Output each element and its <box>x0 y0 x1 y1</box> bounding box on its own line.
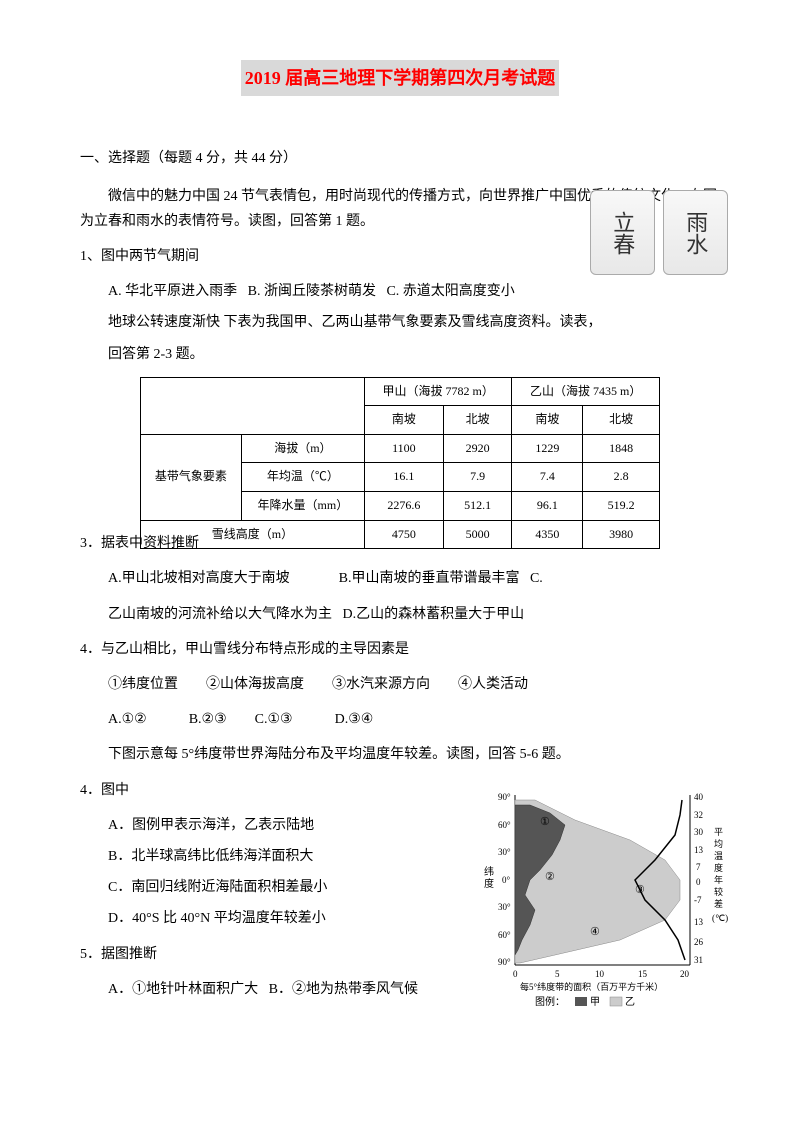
svg-text:甲: 甲 <box>590 997 600 1008</box>
q4b-opt-c: C．南回归线附近海陆面积相差最小 <box>108 875 460 900</box>
emoji-yushui: 雨水 <box>663 190 728 275</box>
svg-text:平: 平 <box>714 827 723 837</box>
q3-opt-c: C. <box>530 571 543 586</box>
svg-text:5: 5 <box>555 969 560 979</box>
q1-tail: 回答第 2-3 题。 <box>108 342 720 367</box>
q1-opt-d-line: 地球公转速度渐快 下表为我国甲、乙两山基带气象要素及雪线高度资料。读表， <box>108 310 720 335</box>
svg-text:温: 温 <box>714 851 723 861</box>
q1-opt-a: A. 华北平原进入雨季 <box>108 284 237 299</box>
q3-opt-c2: 乙山南坡的河流补给以大气降水为主 <box>108 607 332 622</box>
solar-term-emoji-box: 立春 雨水 <box>590 190 730 280</box>
th-yi: 乙山（海拔 7435 m） <box>512 377 660 406</box>
exam-title: 2019 届高三地理下学期第四次月考试题 <box>241 60 560 96</box>
q4a-factors: ①纬度位置 ②山体海拔高度 ③水汽来源方向 ④人类活动 <box>80 672 720 697</box>
table-header-row-1: 甲山（海拔 7782 m） 乙山（海拔 7435 m） <box>141 377 660 406</box>
q4a-opts: A.①② B.②③ C.①③ D.③④ <box>80 707 720 732</box>
svg-text:②: ② <box>545 871 555 883</box>
svg-text:90°: 90° <box>498 957 511 967</box>
intro-2: 下图示意每 5°纬度带世界海陆分布及平均温度年较差。读图，回答 5-6 题。 <box>80 742 720 767</box>
svg-text:③: ③ <box>635 884 645 896</box>
svg-text:32: 32 <box>694 810 703 820</box>
q4b-opt-d: D．40°S 比 40°N 平均温度年较差小 <box>108 906 460 931</box>
q4a-stem: 4．与乙山相比，甲山雪线分布特点形成的主导因素是 <box>80 637 720 662</box>
svg-text:30°: 30° <box>498 902 511 912</box>
svg-text:年: 年 <box>714 874 723 885</box>
q3-options: A.甲山北坡相对高度大于南坡 B.甲山南坡的垂直带谱最丰富 C. 乙山南坡的河流… <box>80 566 720 626</box>
svg-text:每5°纬度带的面积（百万平方千米）: 每5°纬度带的面积（百万平方千米） <box>520 981 663 992</box>
q4b-opt-b: B．北半球高纬比低纬海洋面积大 <box>108 844 460 869</box>
svg-text:20: 20 <box>680 969 690 979</box>
svg-text:度: 度 <box>484 877 494 890</box>
svg-text:30°: 30° <box>498 847 511 857</box>
q4b-opt-a: A．图例甲表示海洋，乙表示陆地 <box>108 813 460 838</box>
svg-text:较: 较 <box>714 886 723 897</box>
svg-text:10: 10 <box>595 969 605 979</box>
q3-opt-a: A.甲山北坡相对高度大于南坡 <box>108 571 290 586</box>
svg-text:30: 30 <box>694 827 704 837</box>
table-row: 基带气象要素 海拔（m） 1100 2920 1229 1848 <box>141 434 660 463</box>
latitude-chart: ① ② ③ ④ 90° 60° 30° 0° 30° 60° 90° 纬 度 4… <box>480 785 730 1015</box>
svg-text:0°: 0° <box>502 875 511 885</box>
q4b-block: 4．图中 A．图例甲表示海洋，乙表示陆地 B．北半球高纬比低纬海洋面积大 C．南… <box>80 778 460 932</box>
q1-opt-b: B. 浙闽丘陵茶树萌发 <box>248 284 376 299</box>
q3-stem: 3．据表中资料推断 <box>80 531 720 556</box>
svg-text:60°: 60° <box>498 930 511 940</box>
svg-text:40: 40 <box>694 792 704 802</box>
svg-text:(℃): (℃) <box>712 913 728 923</box>
q3-opt-b: B.甲山南坡的垂直带谱最丰富 <box>339 571 520 586</box>
svg-text:乙: 乙 <box>625 996 635 1008</box>
svg-text:7: 7 <box>696 862 701 872</box>
q5-opt-b: B．②地为热带季风气候 <box>269 982 418 997</box>
svg-text:差: 差 <box>714 898 723 909</box>
svg-text:-7: -7 <box>694 895 702 905</box>
svg-text:④: ④ <box>590 926 600 938</box>
title-wrap: 2019 届高三地理下学期第四次月考试题 <box>80 60 720 126</box>
emoji-lichun: 立春 <box>590 190 655 275</box>
svg-text:31: 31 <box>694 955 703 965</box>
th-jia: 甲山（海拔 7782 m） <box>364 377 512 406</box>
svg-text:度: 度 <box>714 862 723 873</box>
row-group-label: 基带气象要素 <box>141 434 242 520</box>
svg-text:26: 26 <box>694 937 704 947</box>
section-header: 一、选择题（每题 4 分，共 44 分） <box>80 146 720 171</box>
svg-text:0: 0 <box>696 877 701 887</box>
svg-text:13: 13 <box>694 917 704 927</box>
svg-text:60°: 60° <box>498 820 511 830</box>
svg-text:①: ① <box>540 816 550 828</box>
svg-text:纬: 纬 <box>484 865 494 878</box>
q4b-stem: 4．图中 <box>80 778 460 803</box>
svg-text:图例：: 图例： <box>535 995 565 1008</box>
svg-text:0: 0 <box>513 969 518 979</box>
svg-text:15: 15 <box>638 969 648 979</box>
q1-opt-c: C. 赤道太阳高度变小 <box>386 284 514 299</box>
svg-text:13: 13 <box>694 845 704 855</box>
mountain-data-table: 甲山（海拔 7782 m） 乙山（海拔 7435 m） 南坡 北坡 南坡 北坡 … <box>140 377 660 550</box>
q3-opt-d: D.乙山的森林蓄积量大于甲山 <box>343 607 525 622</box>
svg-text:均: 均 <box>714 838 723 849</box>
q1-options: A. 华北平原进入雨季 B. 浙闽丘陵茶树萌发 C. 赤道太阳高度变小 地球公转… <box>80 279 720 367</box>
q5-opt-a: A．①地针叶林面积广大 <box>108 982 258 997</box>
svg-text:90°: 90° <box>498 792 511 802</box>
